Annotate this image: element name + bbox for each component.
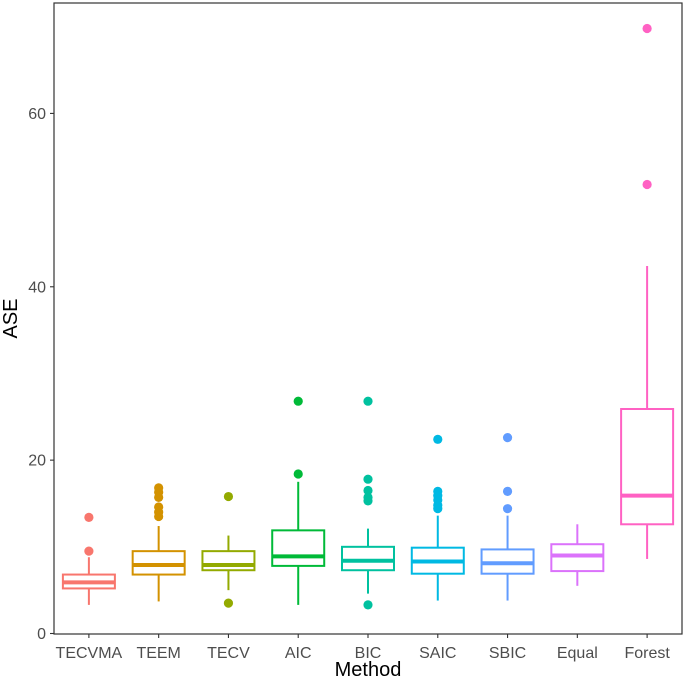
x-tick-label: TEEM <box>136 645 180 662</box>
outlier-point <box>84 512 94 522</box>
box-equal <box>550 524 605 586</box>
x-tick-label: BIC <box>355 645 382 662</box>
outlier-point <box>642 179 652 190</box>
box-sbic <box>480 433 535 601</box>
box-bic <box>341 396 395 610</box>
outlier-point <box>223 598 234 608</box>
outlier-point <box>363 396 373 406</box>
box-saic <box>410 434 465 601</box>
box-aic <box>271 396 326 605</box>
outlier-point <box>502 504 513 514</box>
iqr-box <box>341 545 395 572</box>
outlier-point <box>154 483 164 493</box>
iqr-box <box>201 550 256 572</box>
y-tick-label: 40 <box>28 279 46 296</box>
x-tick-label: Equal <box>557 645 598 662</box>
x-tick-label: TECV <box>207 645 250 662</box>
outlier-point <box>293 469 303 479</box>
outlier-point <box>642 23 652 34</box>
x-axis: TECVMA TEEM TECV AIC BIC SAIC SBIC Equal Forest <box>56 634 670 662</box>
outlier-point <box>502 433 513 443</box>
outlier-point <box>363 474 373 484</box>
box-teem <box>131 483 186 602</box>
y-axis: 0 20 40 60 <box>28 106 54 643</box>
outlier-point <box>433 486 443 496</box>
x-axis-title: Method <box>335 659 402 681</box>
x-tick-label: Forest <box>624 645 670 662</box>
outlier-point <box>363 492 373 503</box>
iqr-box <box>620 407 675 526</box>
x-tick-label: SAIC <box>419 645 456 662</box>
outlier-point <box>293 396 303 406</box>
outlier-point <box>502 486 513 496</box>
outlier-point <box>154 502 164 512</box>
iqr-box <box>271 529 326 567</box>
outlier-point <box>363 600 373 610</box>
outlier-point <box>223 491 234 502</box>
iqr-box <box>550 543 605 573</box>
outlier-point <box>84 546 94 556</box>
boxes-layer <box>61 23 675 610</box>
outlier-point <box>433 434 443 444</box>
x-tick-label: AIC <box>285 645 312 662</box>
box-forest <box>620 23 675 559</box>
y-tick-label: 60 <box>28 106 46 123</box>
x-tick-label: TECVMA <box>56 645 123 662</box>
y-axis-title: ASE <box>0 298 22 338</box>
x-tick-label: SBIC <box>489 645 526 662</box>
box-tecvma <box>61 512 116 605</box>
box-tecv <box>201 491 256 608</box>
outlier-point <box>363 485 373 496</box>
iqr-box <box>131 550 186 576</box>
y-tick-label: 20 <box>28 453 46 470</box>
y-tick-label: 0 <box>37 626 46 643</box>
